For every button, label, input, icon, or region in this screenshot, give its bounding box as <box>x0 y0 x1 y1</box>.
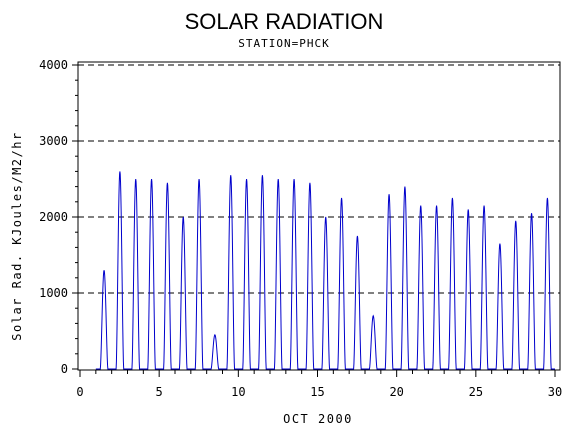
solar-radiation-series-line <box>95 171 555 370</box>
chart-title: SOLAR RADIATION <box>185 9 384 34</box>
y-tick-label: 3000 <box>39 134 68 148</box>
plot-frame <box>77 61 561 371</box>
x-tick-label: 10 <box>231 385 245 399</box>
x-tick-label: 0 <box>76 385 83 399</box>
x-axis: 0 5 10 15 20 25 30 <box>76 370 562 399</box>
y-axis: 0 1000 2000 3000 4000 <box>39 58 78 376</box>
y-tick-label: 4000 <box>39 58 68 72</box>
x-tick-label: 20 <box>389 385 403 399</box>
x-tick-label: 5 <box>156 385 163 399</box>
x-tick-label: 15 <box>310 385 324 399</box>
y-tick-label: 2000 <box>39 210 68 224</box>
x-tick-label: 25 <box>469 385 483 399</box>
x-axis-label: OCT 2000 <box>283 412 353 426</box>
x-tick-label: 30 <box>548 385 562 399</box>
chart-subtitle: STATION=PHCK <box>238 37 329 50</box>
gridlines <box>78 64 560 294</box>
y-tick-label: 0 <box>61 362 68 376</box>
y-axis-label: Solar Rad. KJoules/M2/hr <box>10 131 24 340</box>
y-tick-label: 1000 <box>39 286 68 300</box>
